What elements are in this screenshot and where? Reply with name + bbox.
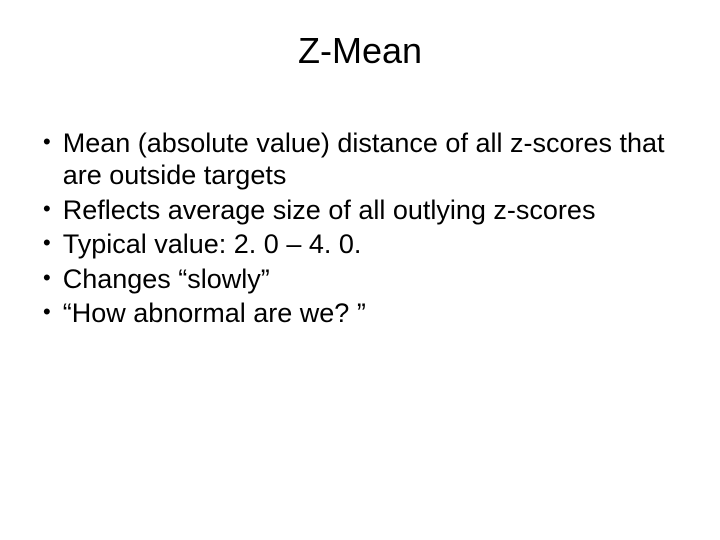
bullet-list: • Mean (absolute value) distance of all … <box>35 127 685 329</box>
slide-title: Z-Mean <box>35 30 685 72</box>
list-item: • Mean (absolute value) distance of all … <box>43 127 685 192</box>
bullet-text: Changes “slowly” <box>63 263 685 295</box>
bullet-marker-icon: • <box>43 297 51 328</box>
list-item: • “How abnormal are we? ” <box>43 297 685 329</box>
slide-container: Z-Mean • Mean (absolute value) distance … <box>0 0 720 540</box>
list-item: • Changes “slowly” <box>43 263 685 295</box>
bullet-marker-icon: • <box>43 228 51 259</box>
list-item: • Reflects average size of all outlying … <box>43 194 685 226</box>
bullet-text: Reflects average size of all outlying z-… <box>63 194 685 226</box>
bullet-text: Typical value: 2. 0 – 4. 0. <box>63 228 685 260</box>
bullet-marker-icon: • <box>43 263 51 294</box>
bullet-text: Mean (absolute value) distance of all z-… <box>63 127 685 192</box>
list-item: • Typical value: 2. 0 – 4. 0. <box>43 228 685 260</box>
bullet-marker-icon: • <box>43 127 51 158</box>
bullet-text: “How abnormal are we? ” <box>63 297 685 329</box>
bullet-marker-icon: • <box>43 194 51 225</box>
